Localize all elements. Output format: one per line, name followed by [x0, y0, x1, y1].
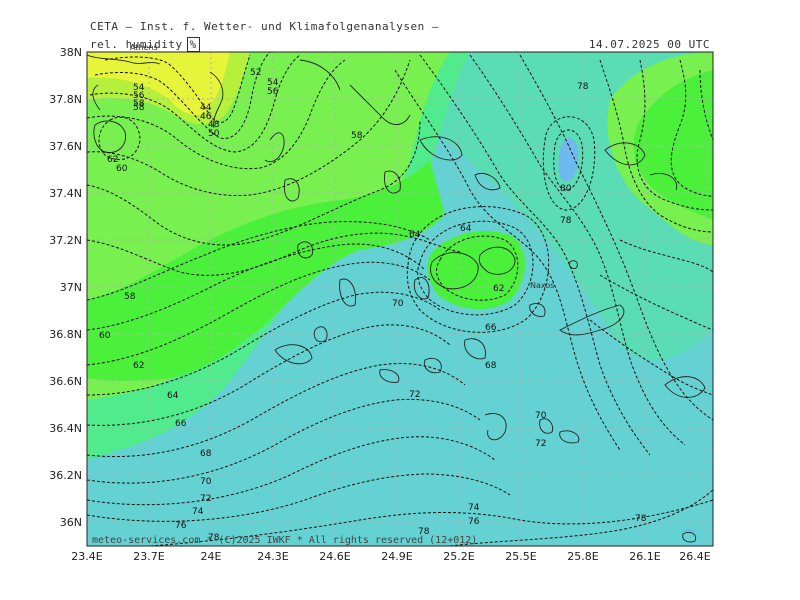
- contour-label: 76: [175, 521, 187, 531]
- contour-label: 70: [392, 299, 404, 309]
- x-tick-label: 25.5E: [505, 550, 536, 563]
- y-tick-label: 37.6N: [49, 140, 82, 153]
- contour-label: 58: [133, 103, 145, 113]
- contour-label: 56: [267, 87, 279, 97]
- y-tick-label: 36.2N: [49, 469, 82, 482]
- contour-label: 72: [409, 390, 420, 400]
- contour-label: 80: [560, 184, 572, 194]
- footer-credit-text: meteo-services.com * (C)2025 IWKF * All …: [92, 535, 477, 546]
- contour-label: 66: [175, 419, 187, 429]
- contour-label: 52: [250, 68, 261, 78]
- contour-label: 78: [577, 82, 589, 92]
- y-axis-labels: 38N 37.8N 37.6N 37.4N 37.2N 37N 36.8N 36…: [49, 46, 82, 529]
- x-tick-label: 23.4E: [71, 550, 102, 563]
- contour-label: 68: [200, 449, 212, 459]
- contour-label: 66: [485, 323, 497, 333]
- contour-label: 60: [116, 164, 128, 174]
- x-tick-label: 26.1E: [629, 550, 660, 563]
- x-tick-label: 24.6E: [319, 550, 350, 563]
- y-tick-label: 36.6N: [49, 375, 82, 388]
- contour-label: 70: [200, 477, 212, 487]
- contour-label: 78: [560, 216, 572, 226]
- y-tick-label: 36.8N: [49, 328, 82, 341]
- contour-label: 74: [468, 503, 480, 513]
- contour-label: 64: [409, 230, 421, 240]
- y-tick-label: 37.4N: [49, 187, 82, 200]
- y-tick-label: 37.8N: [49, 93, 82, 106]
- contour-label: 68: [485, 361, 497, 371]
- contour-label: 78: [635, 514, 647, 524]
- contour-label: 76: [468, 517, 480, 527]
- y-tick-label: 36.4N: [49, 422, 82, 435]
- contour-label: 58: [124, 292, 136, 302]
- y-tick-label: 37N: [60, 281, 82, 294]
- contour-label: 72: [535, 439, 546, 449]
- contour-label: 60: [99, 331, 111, 341]
- place-label-athens: Athens: [130, 43, 158, 52]
- y-tick-label: 37.2N: [49, 234, 82, 247]
- contour-label: 70: [535, 411, 547, 421]
- contour-label: 62: [133, 361, 144, 371]
- contour-label: 62: [493, 284, 504, 294]
- x-tick-label: 23.7E: [133, 550, 164, 563]
- x-axis-labels: 23.4E 23.7E 24E 24.3E 24.6E 24.9E 25.2E …: [71, 550, 710, 563]
- x-tick-label: 24.3E: [257, 550, 288, 563]
- x-tick-label: 26.4E: [679, 550, 710, 563]
- x-tick-label: 24.9E: [381, 550, 412, 563]
- x-tick-label: 24E: [201, 550, 222, 563]
- contour-label: 64: [167, 391, 179, 401]
- footer-credit: meteo-services.com * (C)2025 IWKF * All …: [92, 535, 477, 546]
- contour-label: 72: [200, 494, 211, 504]
- contour-label: 58: [351, 131, 363, 141]
- contour-label: 64: [460, 224, 472, 234]
- y-tick-label: 36N: [60, 516, 82, 529]
- contour-label: 50: [208, 129, 220, 139]
- place-label-naxos: Naxos: [530, 281, 554, 290]
- x-tick-label: 25.8E: [567, 550, 598, 563]
- y-tick-label: 38N: [60, 46, 82, 59]
- contour-label: 74: [192, 507, 204, 517]
- x-tick-label: 25.2E: [443, 550, 474, 563]
